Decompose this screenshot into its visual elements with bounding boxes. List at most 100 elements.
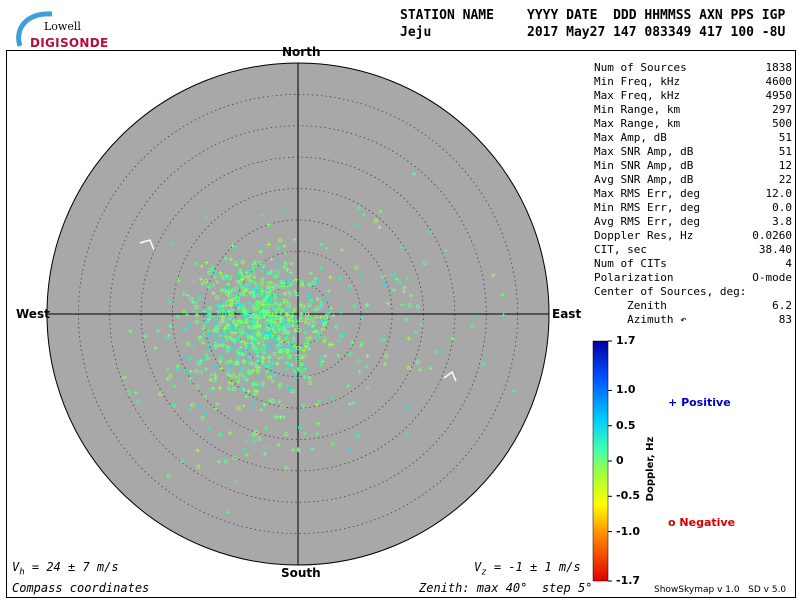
source-negative xyxy=(295,357,300,362)
source-negative xyxy=(323,315,329,320)
header-fields: YYYY DATE DDD HHMMSS AXN PPS IGP xyxy=(527,8,786,23)
source-negative xyxy=(238,279,243,284)
source-positive xyxy=(262,452,267,456)
source-positive xyxy=(365,302,370,307)
source-positive xyxy=(276,442,281,447)
source-positive xyxy=(391,288,396,293)
source-negative xyxy=(241,275,246,281)
stat-row: Zenith 6.2 xyxy=(594,299,792,313)
source-positive xyxy=(293,329,298,334)
source-positive xyxy=(286,331,291,335)
source-positive xyxy=(287,319,291,324)
source-negative xyxy=(428,230,433,235)
source-negative xyxy=(279,279,284,284)
source-negative xyxy=(231,319,236,324)
source-positive xyxy=(236,318,241,323)
source-negative xyxy=(396,280,402,285)
source-negative xyxy=(300,304,306,309)
source-positive xyxy=(310,324,315,329)
vh-value: = 24 ± 7 m/s xyxy=(24,560,119,574)
source-positive xyxy=(360,315,365,320)
source-positive xyxy=(357,371,362,376)
source-positive xyxy=(230,381,235,386)
source-positive xyxy=(236,328,241,332)
source-negative xyxy=(305,312,310,317)
stat-value: 0.0 xyxy=(772,201,792,214)
source-negative xyxy=(197,361,202,366)
source-negative xyxy=(415,304,420,309)
stat-value: 12 xyxy=(778,159,792,172)
source-positive xyxy=(293,370,298,375)
source-positive xyxy=(255,313,260,318)
colorbar xyxy=(592,340,609,582)
stat-label: Center of Sources, deg: xyxy=(594,285,747,298)
source-positive xyxy=(243,312,248,317)
source-positive xyxy=(277,294,282,299)
source-positive xyxy=(265,293,270,298)
stat-row: Avg SNR Amp, dB 22 xyxy=(594,173,792,187)
source-positive xyxy=(304,327,309,332)
source-positive xyxy=(318,315,323,320)
header-station-label: STATION NAME xyxy=(400,8,494,23)
compass-east: East xyxy=(552,307,582,321)
compass-south: South xyxy=(281,566,321,580)
legend-positive: + Positive xyxy=(668,396,731,409)
stat-row: Min Freq, kHz 4600 xyxy=(594,75,792,89)
source-positive xyxy=(312,330,317,334)
source-positive xyxy=(218,432,223,437)
source-negative xyxy=(356,359,361,364)
source-negative xyxy=(278,341,283,347)
source-positive xyxy=(250,279,255,283)
source-positive xyxy=(259,332,264,337)
source-positive xyxy=(203,215,208,220)
source-positive xyxy=(224,285,229,290)
header-values: 2017 May27 147 083349 417 100 -8U xyxy=(527,25,786,40)
source-positive xyxy=(292,237,297,242)
source-positive xyxy=(400,245,405,250)
source-positive xyxy=(220,308,225,313)
source-positive xyxy=(200,281,205,286)
source-negative xyxy=(258,373,263,378)
source-positive xyxy=(288,340,293,345)
source-positive xyxy=(225,359,229,364)
colorbar-tick-label: -1.7 xyxy=(616,574,641,587)
source-negative xyxy=(236,274,242,280)
vh-subscript: h xyxy=(19,567,25,578)
source-positive xyxy=(365,385,370,390)
source-positive xyxy=(264,426,269,431)
source-positive xyxy=(206,343,211,347)
source-positive xyxy=(220,343,225,348)
source-positive xyxy=(244,349,249,354)
source-positive xyxy=(318,362,323,367)
source-positive xyxy=(165,377,170,381)
source-positive xyxy=(260,269,264,274)
source-positive xyxy=(265,318,270,323)
source-positive xyxy=(181,292,186,297)
source-negative xyxy=(259,281,264,286)
source-positive xyxy=(294,375,299,380)
source-positive xyxy=(292,307,297,312)
source-negative xyxy=(276,269,281,274)
stat-value: 38.40 xyxy=(758,243,792,256)
source-positive xyxy=(208,314,213,319)
source-negative xyxy=(158,392,163,397)
source-negative xyxy=(348,352,353,357)
boundary-marker-nw xyxy=(139,239,155,251)
source-positive xyxy=(309,282,314,287)
source-positive xyxy=(279,316,283,321)
source-positive xyxy=(205,356,210,361)
source-negative xyxy=(259,310,264,315)
logo-digisonde: DIGISONDE xyxy=(30,36,109,50)
source-positive xyxy=(204,353,209,358)
source-positive xyxy=(214,273,219,278)
source-positive xyxy=(281,414,286,419)
source-positive xyxy=(227,291,232,296)
source-positive xyxy=(245,319,250,324)
source-positive xyxy=(240,352,245,357)
compass-west: West xyxy=(16,307,50,321)
source-positive xyxy=(197,334,202,339)
source-positive xyxy=(136,399,141,404)
source-positive xyxy=(283,278,288,283)
source-positive xyxy=(281,330,286,335)
source-positive xyxy=(199,264,204,269)
